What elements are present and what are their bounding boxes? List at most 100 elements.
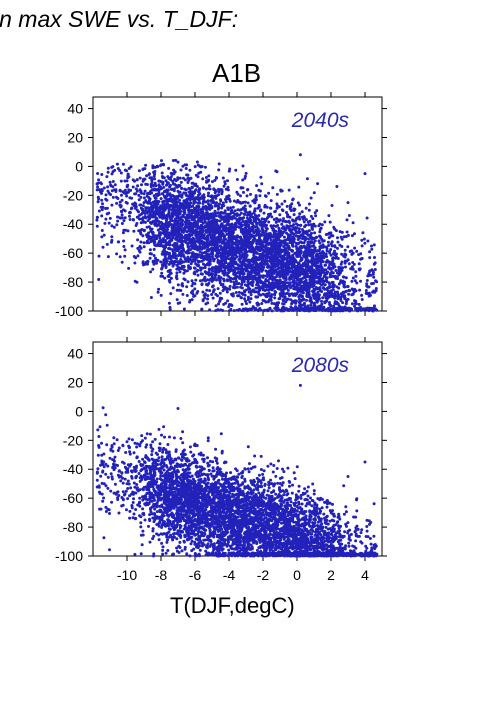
data-point: [97, 278, 101, 281]
data-point: [168, 192, 172, 196]
data-point: [295, 251, 298, 255]
data-point: [301, 228, 304, 231]
data-point: [372, 262, 376, 266]
data-point: [174, 204, 177, 207]
data-point: [165, 183, 169, 186]
data-point: [260, 182, 264, 186]
data-point: [251, 260, 255, 263]
data-point: [251, 199, 255, 203]
data-point: [301, 233, 305, 237]
data-point: [180, 254, 183, 258]
data-point: [125, 194, 129, 198]
data-point: [232, 242, 236, 246]
data-point: [111, 195, 115, 199]
data-point: [329, 271, 333, 275]
data-point: [128, 214, 131, 218]
data-point: [329, 253, 333, 257]
data-point: [237, 294, 241, 298]
data-point: [227, 169, 231, 173]
data-point: [193, 259, 197, 263]
data-point: [229, 280, 233, 283]
data-point: [264, 274, 268, 278]
data-point: [133, 206, 137, 210]
data-point: [186, 208, 190, 212]
data-point: [175, 257, 179, 261]
data-point: [131, 185, 135, 189]
data-point: [299, 256, 303, 260]
data-point: [158, 232, 161, 236]
data-point: [354, 302, 358, 306]
data-point: [242, 259, 246, 263]
data-point: [180, 202, 184, 206]
data-point: [359, 279, 362, 283]
data-point: [245, 194, 249, 198]
data-point: [240, 224, 244, 228]
data-point: [287, 292, 291, 296]
data-point: [247, 286, 251, 289]
data-point: [312, 294, 316, 298]
data-point: [107, 211, 111, 215]
data-point: [236, 271, 240, 275]
data-point: [358, 288, 362, 292]
data-point: [303, 261, 307, 265]
data-point: [306, 262, 310, 266]
data-point: [166, 228, 170, 231]
data-point: [215, 278, 218, 282]
data-point: [348, 250, 352, 253]
data-point: [323, 292, 327, 296]
data-point: [184, 193, 188, 197]
data-point: [191, 194, 195, 198]
data-point: [260, 217, 264, 221]
data-point: [159, 187, 163, 191]
data-point: [214, 292, 218, 296]
data-point: [179, 289, 183, 292]
data-point: [312, 244, 316, 248]
figure-heading: in max SWE vs. T_DJF:: [0, 6, 239, 32]
data-point: [320, 299, 323, 303]
data-point: [135, 189, 139, 193]
data-point: [225, 290, 229, 294]
data-point: [280, 222, 284, 226]
data-point: [198, 279, 202, 283]
data-point: [115, 201, 119, 205]
data-point: [353, 232, 356, 236]
data-point: [153, 236, 157, 240]
data-point: [201, 266, 205, 270]
data-point: [292, 213, 296, 217]
data-point: [105, 206, 109, 210]
data-point: [213, 273, 217, 277]
data-point: [97, 209, 101, 213]
data-point: [286, 288, 290, 292]
data-point: [368, 250, 372, 254]
data-point: [115, 252, 119, 256]
data-point: [188, 205, 192, 209]
data-point: [256, 290, 260, 294]
data-point: [211, 252, 215, 256]
data-point: [248, 300, 252, 304]
data-point: [141, 260, 145, 264]
data-point: [216, 287, 220, 291]
data-point: [307, 208, 311, 212]
data-point: [243, 208, 247, 212]
data-point: [292, 223, 296, 227]
data-point: [341, 275, 345, 279]
data-point: [348, 289, 352, 293]
data-point: [242, 289, 246, 293]
data-point: [346, 245, 350, 249]
data-point: [275, 170, 279, 174]
data-point: [310, 257, 314, 261]
data-point: [241, 164, 245, 168]
data-point: [143, 220, 147, 224]
data-point: [232, 309, 236, 313]
data-point: [324, 252, 328, 256]
data-point: [282, 235, 286, 239]
data-point: [162, 194, 166, 198]
data-point: [237, 290, 241, 294]
data-point: [149, 296, 153, 299]
data-point: [212, 200, 215, 203]
data-point: [325, 249, 329, 253]
data-point: [121, 162, 125, 166]
data-point: [155, 203, 159, 207]
data-point: [280, 189, 284, 193]
data-point: [95, 215, 99, 219]
